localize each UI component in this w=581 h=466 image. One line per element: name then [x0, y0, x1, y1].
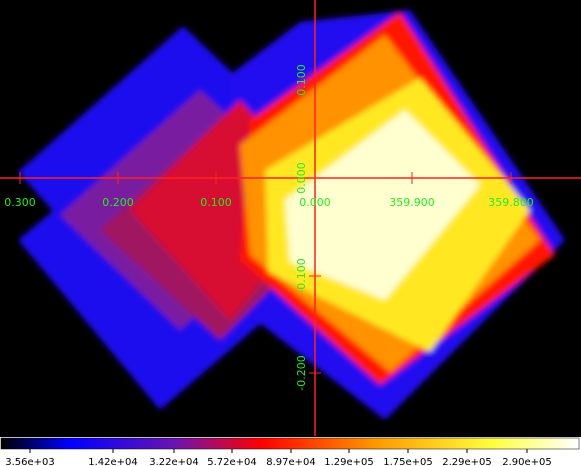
colorbar-label: 1.42e+04 [88, 457, 138, 466]
y-label: -0.100 [295, 258, 308, 293]
y-label: -0.200 [295, 355, 308, 390]
colorbar-labels: 3.56e+03 1.42e+04 3.22e+04 5.72e+04 8.97e+04… [5, 449, 552, 466]
colorbar-label: 3.56e+03 [5, 457, 55, 466]
x-label: 359.900 [389, 196, 435, 209]
colorbar-label: 3.22e+04 [149, 457, 199, 466]
colorbar-label: 5.72e+04 [207, 457, 257, 466]
y-label: 0.100 [295, 64, 308, 96]
axis-labels: 0.300 0.200 0.100 0.000 359.900 359.800 0.100 0… [4, 64, 534, 390]
x-label: 0.100 [200, 196, 232, 209]
colorbar-label: 1.29e+05 [324, 457, 374, 466]
x-label: 0.200 [102, 196, 134, 209]
x-label: 0.000 [299, 196, 331, 209]
colorbar [0, 437, 580, 450]
colorbar-label: 1.75e+05 [383, 457, 433, 466]
x-label: 359.800 [488, 196, 534, 209]
colorbar-label: 2.29e+05 [442, 457, 492, 466]
x-label: 0.300 [4, 196, 36, 209]
y-label: 0.000 [295, 162, 308, 194]
colorbar-label: 8.97e+04 [266, 457, 316, 466]
colorbar-label: 2.90e+05 [502, 457, 552, 466]
